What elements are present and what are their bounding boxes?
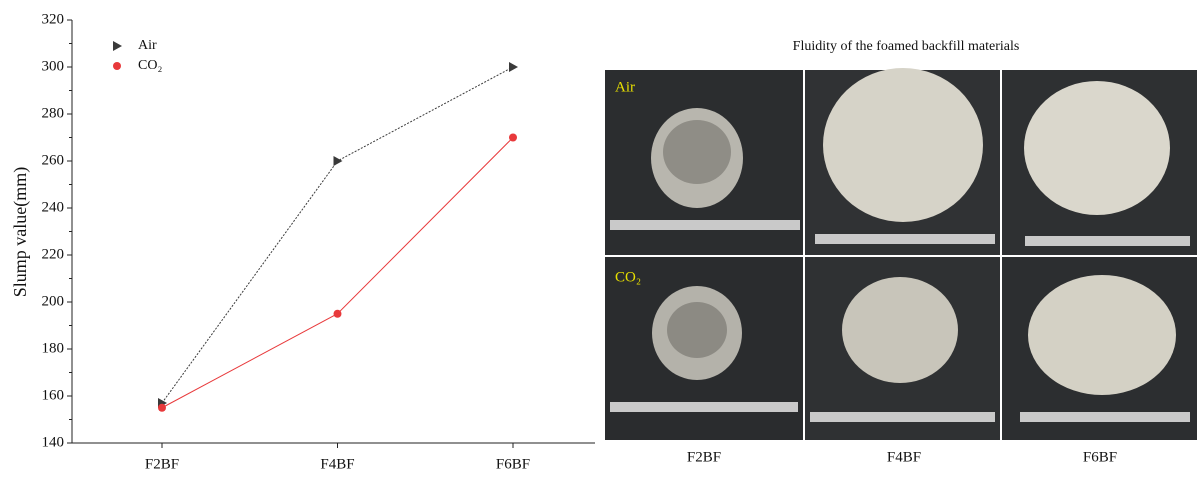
y-tick-label: 280	[42, 105, 65, 121]
y-tick-label: 320	[42, 11, 65, 27]
y-tick-label: 260	[42, 152, 65, 168]
y-tick-label: 160	[42, 387, 65, 403]
y-tick-label: 240	[42, 199, 65, 215]
y-axis-label: Slump value(mm)	[10, 167, 31, 297]
series-line	[162, 138, 513, 408]
photo-title: Fluidity of the foamed backfill material…	[793, 39, 1020, 54]
y-tick-label: 180	[42, 340, 65, 356]
x-tick-label: F4BF	[320, 456, 354, 472]
point	[334, 156, 343, 166]
x-tick-label: F6BF	[496, 456, 530, 472]
point	[113, 41, 122, 51]
photo-grid	[605, 68, 1197, 440]
y-tick-label: 220	[42, 246, 65, 262]
column-label: F2BF	[687, 449, 721, 465]
column-label: F4BF	[887, 449, 921, 465]
figure: Slump value(mm) Fluidity of the foamed b…	[0, 0, 1201, 474]
series-line	[162, 67, 513, 403]
legend-label: CO₂	[138, 58, 162, 73]
row-label: Air	[615, 79, 635, 95]
point	[509, 62, 518, 72]
column-label: F6BF	[1083, 449, 1117, 465]
row-label: CO₂	[615, 269, 641, 285]
x-tick-label: F2BF	[145, 456, 179, 472]
y-tick-label: 300	[42, 58, 65, 74]
point	[334, 310, 342, 318]
point	[509, 134, 517, 142]
y-tick-label: 200	[42, 293, 65, 309]
y-tick-label: 140	[42, 434, 65, 450]
legend-label: Air	[138, 38, 157, 53]
point	[158, 404, 166, 412]
point	[113, 62, 121, 70]
